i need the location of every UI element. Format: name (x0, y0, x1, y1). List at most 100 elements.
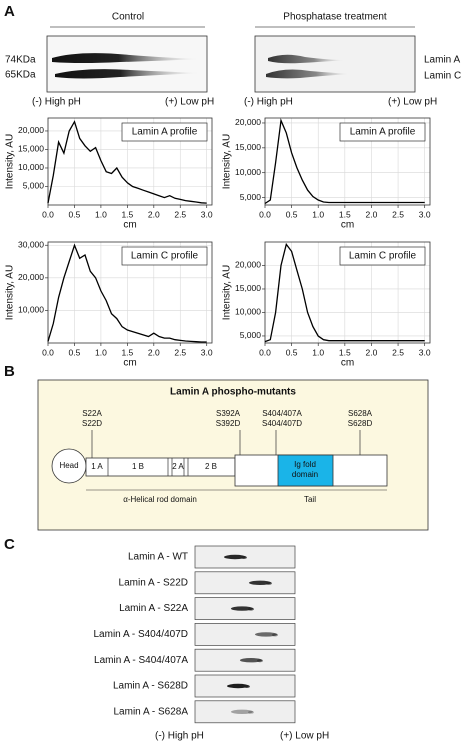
blot-band (266, 581, 272, 585)
x-tick-label: 2.0 (366, 209, 378, 219)
x-tick-label: 0.5 (69, 209, 81, 219)
y-tick-label: 20,000 (18, 272, 44, 282)
marker-label: 74KDa (5, 55, 36, 66)
x-tick-label: 1.0 (312, 209, 324, 219)
x-tick-label: 1.0 (95, 209, 107, 219)
legend-box (121, 246, 208, 266)
charts: 0.0 0.5 1.0 1.5 2.0 2.5 3.0 5,000 10,000 15,000 20… (5, 117, 431, 368)
x-tick-label: 2.5 (174, 209, 186, 219)
line-series (264, 118, 425, 205)
x-tick-label: 3.0 (201, 209, 213, 219)
blot-band (248, 710, 254, 714)
y-tick-label: 10,000 (235, 307, 261, 317)
domain-label: Head (59, 461, 78, 470)
panel-letter: C (4, 536, 15, 553)
y-axis-label: Intensity, AU (5, 134, 16, 189)
y-tick-label: 20,000 (18, 125, 44, 135)
x-axis-label: cm (123, 220, 136, 231)
blot-band (244, 685, 250, 688)
blot-band (240, 658, 262, 663)
gel-header: Phosphatase treatment (283, 12, 387, 23)
blot-band (231, 709, 253, 714)
blot-band (255, 632, 277, 637)
domain-label: 2 A (172, 462, 184, 471)
blot-band (272, 633, 278, 637)
x-tick-label: 0.0 (259, 347, 271, 357)
domain-label: 1 B (132, 462, 144, 471)
plot-frame (47, 117, 213, 206)
y-tick-label: 5,000 (240, 330, 262, 340)
site-label: S628A (348, 409, 373, 418)
y-tick-label: 20,000 (235, 117, 261, 127)
x-tick-label: 3.0 (201, 347, 213, 357)
site-label: S628D (348, 419, 373, 428)
x-tick-label: 0.5 (286, 347, 298, 357)
blot-band (248, 607, 254, 611)
x-tick-label: 2.0 (148, 209, 160, 219)
x-tick-label: 1.0 (312, 347, 324, 357)
gel (254, 35, 416, 93)
ph-label: (-) High pH (244, 97, 293, 108)
band-label: Lamin C (424, 71, 461, 82)
plot-frame (264, 241, 431, 344)
row-label: Lamin A - WT (128, 552, 188, 563)
band-label: Lamin A (424, 55, 460, 66)
y-tick-label: 10,000 (235, 167, 261, 177)
y-tick-label: 10,000 (18, 305, 44, 315)
ph-label: (+) Low pH (165, 97, 214, 108)
ph-label: (-) High pH (32, 97, 81, 108)
blot (194, 623, 296, 646)
x-tick-label: 1.5 (121, 347, 133, 357)
site-label: S22A (82, 409, 102, 418)
x-tick-label: 2.0 (148, 347, 160, 357)
panel-letter: A (4, 3, 15, 20)
gel (46, 35, 208, 93)
row-label: Lamin A - S628D (113, 681, 188, 692)
y-tick-label: 15,000 (18, 144, 44, 154)
row-label: Lamin A - S404/407D (93, 629, 188, 640)
x-tick-label: 3.0 (419, 347, 431, 357)
y-tick-label: 10,000 (18, 162, 44, 172)
y-axis-label: Intensity, AU (5, 265, 16, 320)
domain-label: Ig fold (294, 460, 316, 469)
y-tick-label: 5,000 (240, 192, 262, 202)
legend-label: Lamin C profile (131, 251, 199, 262)
blot (194, 571, 296, 595)
row-label: Lamin A - S404/407A (94, 655, 188, 666)
x-tick-label: 2.5 (174, 347, 186, 357)
domain-label: 1 A (91, 462, 103, 471)
site-label: S392D (216, 419, 241, 428)
band (266, 69, 350, 79)
legend-label: Lamin A profile (132, 127, 198, 138)
row-label: Lamin A - S22A (119, 603, 188, 614)
diagram-title: Lamin A phospho-mutants (170, 387, 296, 398)
y-tick-label: 30,000 (18, 240, 44, 250)
line-series (47, 120, 207, 204)
gel-header: Control (112, 12, 144, 23)
y-tick-label: 5,000 (23, 181, 45, 191)
band (52, 53, 200, 63)
row-label: Lamin A - S22D (119, 577, 188, 588)
x-tick-label: 1.5 (339, 209, 351, 219)
x-tick-label: 0.5 (286, 209, 298, 219)
x-tick-label: 1.0 (95, 347, 107, 357)
line-series (264, 242, 425, 343)
blot-band (227, 683, 249, 689)
x-tick-label: 0.0 (259, 209, 271, 219)
x-tick-label: 0.0 (42, 347, 54, 357)
ph-label: (-) High pH (155, 731, 204, 742)
x-tick-label: 0.5 (69, 347, 81, 357)
panel-letter: B (4, 363, 15, 380)
x-tick-label: 1.5 (121, 209, 133, 219)
site-label: S22D (82, 419, 102, 428)
x-axis-label: cm (123, 358, 136, 369)
blot-band (224, 554, 246, 560)
marker-label: 65KDa (5, 70, 36, 81)
band (55, 69, 200, 79)
blot-band (257, 659, 263, 663)
region-label: α-Helical rod domain (123, 495, 197, 504)
x-tick-label: 2.5 (392, 209, 404, 219)
blot-band (249, 580, 271, 585)
blots: Lamin A - WT Lamin A - S22D Lamin A - S22A… (93, 545, 296, 724)
